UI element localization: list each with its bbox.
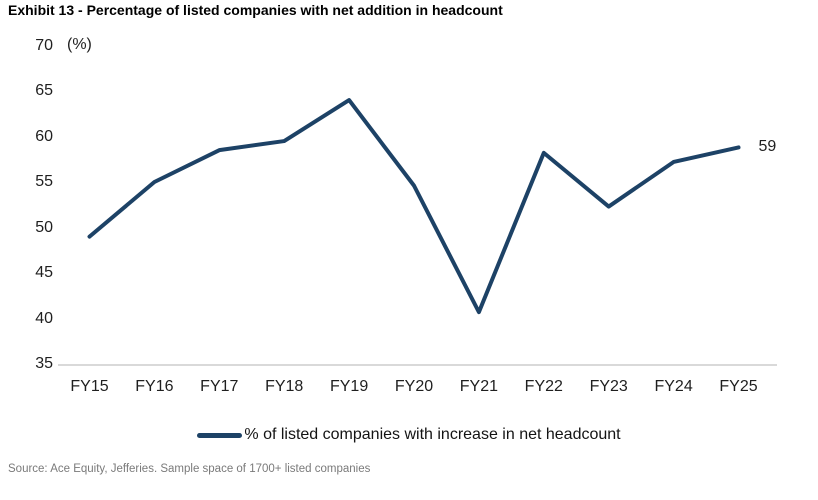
y-tick-label: 70	[35, 36, 53, 54]
source-note: Source: Ace Equity, Jefferies. Sample sp…	[8, 463, 371, 475]
y-tick-label: 55	[35, 173, 53, 190]
chart-title: Exhibit 13 - Percentage of listed compan…	[8, 2, 503, 18]
x-tick-label: FY17	[200, 378, 239, 395]
x-tick-label: FY16	[135, 378, 174, 395]
y-axis-unit-label: (%)	[67, 36, 92, 53]
x-tick-label: FY19	[329, 378, 369, 395]
x-tick-label: FY22	[524, 378, 563, 395]
x-tick-label: FY25	[719, 378, 758, 395]
x-tick-label: FY18	[265, 378, 304, 395]
y-tick-label: 50	[35, 218, 53, 236]
series-line	[87, 98, 741, 315]
y-tick-label: 65	[35, 82, 53, 99]
y-tick-label: 40	[35, 309, 53, 327]
x-axis-line	[58, 364, 777, 366]
y-tick-label: 45	[35, 264, 53, 281]
y-tick-label: 35	[35, 355, 53, 372]
x-tick-label: FY21	[459, 378, 499, 395]
x-tick-label: FY15	[70, 378, 109, 395]
y-tick-label: 60	[35, 127, 53, 145]
legend-label: % of listed companies with increase in n…	[244, 426, 621, 443]
legend: % of listed companies with increase in n…	[0, 424, 818, 446]
x-tick-label: FY20	[394, 378, 434, 395]
x-tick-label: FY23	[589, 378, 628, 395]
legend-line-marker	[197, 432, 243, 438]
x-tick-label: FY24	[654, 378, 693, 395]
last-data-point-label: 59	[758, 138, 777, 156]
